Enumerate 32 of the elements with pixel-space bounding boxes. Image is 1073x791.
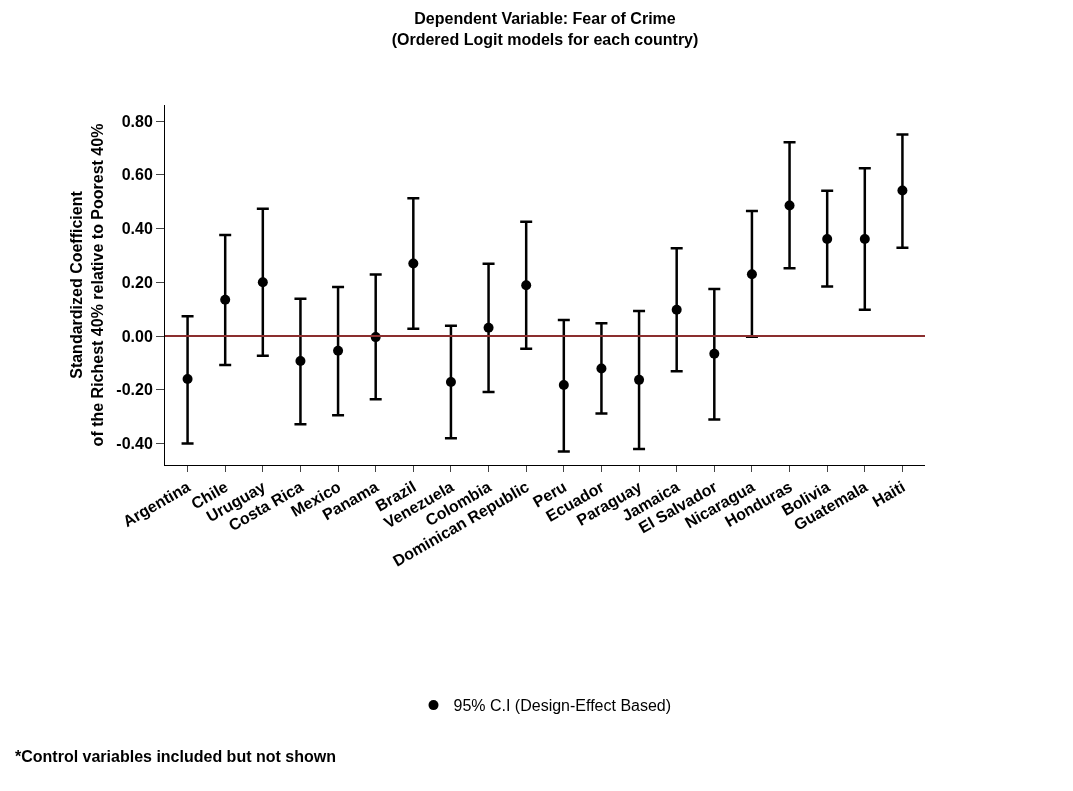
point [634, 374, 645, 385]
y-tick-label: -0.40 [116, 435, 153, 453]
y-tick-label: 0.20 [121, 273, 153, 291]
point [333, 345, 344, 356]
point [671, 304, 682, 315]
point [220, 294, 231, 305]
y-tick-label: 0.60 [121, 166, 153, 184]
x-tick-label: Haiti [869, 478, 908, 511]
y-tick-label: 0.00 [121, 327, 153, 345]
text: *Control variables included but not shown [15, 748, 336, 765]
point [897, 185, 908, 196]
y-axis-title: Standardized Coefficient of the Richest 40% relative to Poorest 40% [68, 123, 107, 447]
y-tick-label: 0.80 [121, 112, 153, 130]
y-tick-label: 0.40 [121, 220, 153, 238]
point [746, 269, 757, 280]
point [822, 234, 833, 245]
point [445, 376, 456, 387]
point [521, 280, 532, 291]
chart-title: Dependent Variable: Fear of Crime [414, 9, 676, 27]
point [596, 363, 607, 374]
point [709, 348, 720, 359]
point [408, 258, 419, 269]
chart-subtitle: (Ordered Logit models for each country) [391, 30, 699, 48]
point [295, 356, 306, 367]
y-tick-label: -0.20 [116, 381, 153, 399]
point [182, 374, 193, 385]
point [784, 200, 795, 211]
legend-label: 95% C.I (Design-Effect Based) [453, 697, 672, 715]
point [558, 379, 569, 390]
point [859, 234, 870, 245]
point [257, 277, 268, 288]
point [483, 322, 494, 333]
